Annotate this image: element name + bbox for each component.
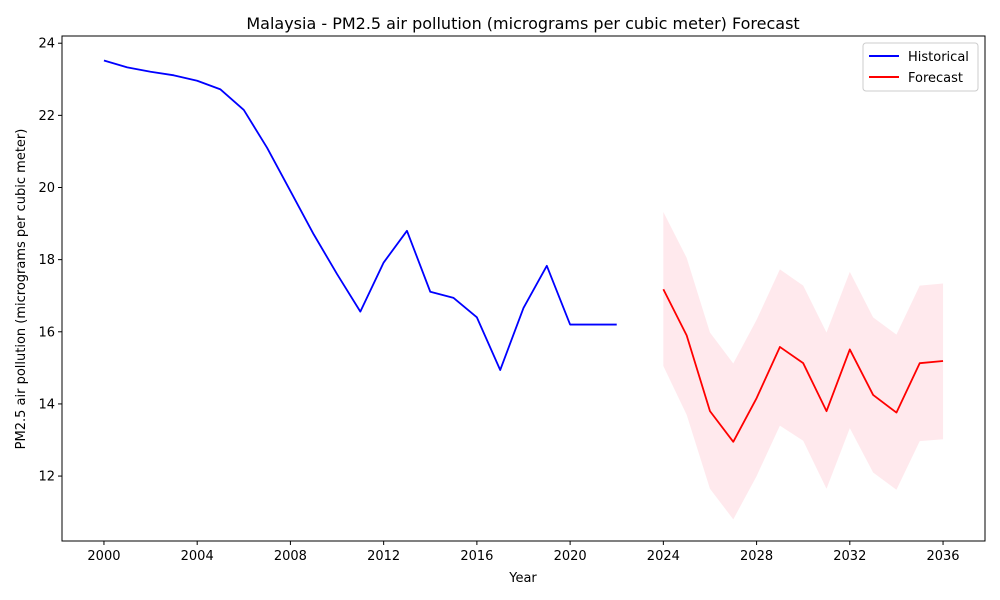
y-tick-label: 18 bbox=[38, 253, 55, 268]
legend-label-forecast: Forecast bbox=[908, 71, 963, 86]
series-line-forecast bbox=[662, 288, 944, 443]
x-tick-label: 2028 bbox=[740, 549, 773, 564]
y-axis-label: PM2.5 air pollution (micrograms per cubi… bbox=[14, 129, 29, 450]
x-tick-label: 2032 bbox=[833, 549, 866, 564]
x-tick-label: 2004 bbox=[181, 549, 214, 564]
y-tick-label: 24 bbox=[38, 37, 55, 52]
chart-title: Malaysia - PM2.5 air pollution (microgra… bbox=[246, 14, 799, 33]
plot-frame bbox=[61, 35, 986, 542]
x-axis-label: Year bbox=[508, 571, 537, 586]
x-tick-label: 2036 bbox=[926, 549, 959, 564]
x-tick-label: 2008 bbox=[274, 549, 307, 564]
series-line-historical bbox=[103, 59, 617, 371]
y-tick-label: 14 bbox=[38, 397, 55, 412]
x-tick-label: 2020 bbox=[554, 549, 587, 564]
series-layer bbox=[103, 59, 944, 443]
y-tick-label: 22 bbox=[38, 109, 55, 124]
y-tick-label: 12 bbox=[38, 470, 55, 485]
y-tick-label: 20 bbox=[38, 181, 55, 196]
legend-label-historical: Historical bbox=[908, 50, 969, 65]
legend: Historical Forecast bbox=[862, 42, 979, 92]
x-axis-ticks: 2000 2004 2008 2012 2016 2020 2024 2028 2032 2036 bbox=[87, 541, 960, 564]
x-tick-label: 2016 bbox=[460, 549, 493, 564]
y-tick-label: 16 bbox=[38, 325, 55, 340]
x-tick-label: 2024 bbox=[647, 549, 680, 564]
x-tick-label: 2000 bbox=[87, 549, 120, 564]
y-axis-ticks: 12 14 16 18 20 22 24 bbox=[38, 37, 62, 485]
x-tick-label: 2012 bbox=[367, 549, 400, 564]
